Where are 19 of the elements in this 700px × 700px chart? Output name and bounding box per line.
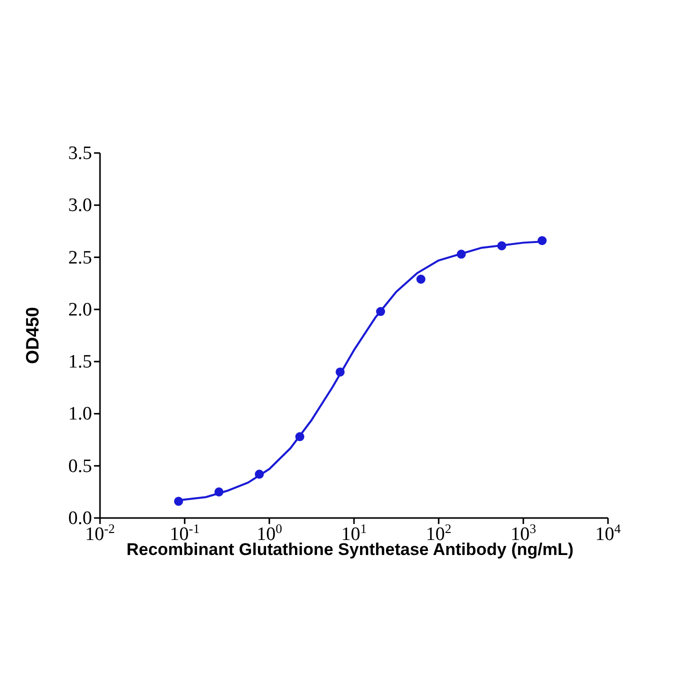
point — [214, 487, 224, 496]
y-tick-label: 1.5 — [68, 352, 92, 373]
y-tick-label: 0.5 — [68, 456, 92, 477]
point — [174, 496, 184, 506]
y-tick-label: 2.5 — [68, 247, 92, 268]
y-tick-label: 1.0 — [68, 404, 92, 425]
point — [295, 432, 304, 442]
point — [538, 236, 547, 246]
y-tick-label: 2.0 — [68, 299, 92, 320]
point — [254, 470, 264, 479]
point — [336, 367, 345, 377]
x-tick-label: 10$^{4}$ — [595, 520, 622, 545]
y-tick-label: 3.5 — [68, 143, 92, 164]
point — [416, 274, 426, 284]
y-tick-label: 3.0 — [68, 195, 92, 216]
y-axis-title: OD450 — [22, 306, 42, 364]
point — [497, 241, 506, 250]
point — [376, 307, 386, 316]
point — [456, 250, 466, 259]
